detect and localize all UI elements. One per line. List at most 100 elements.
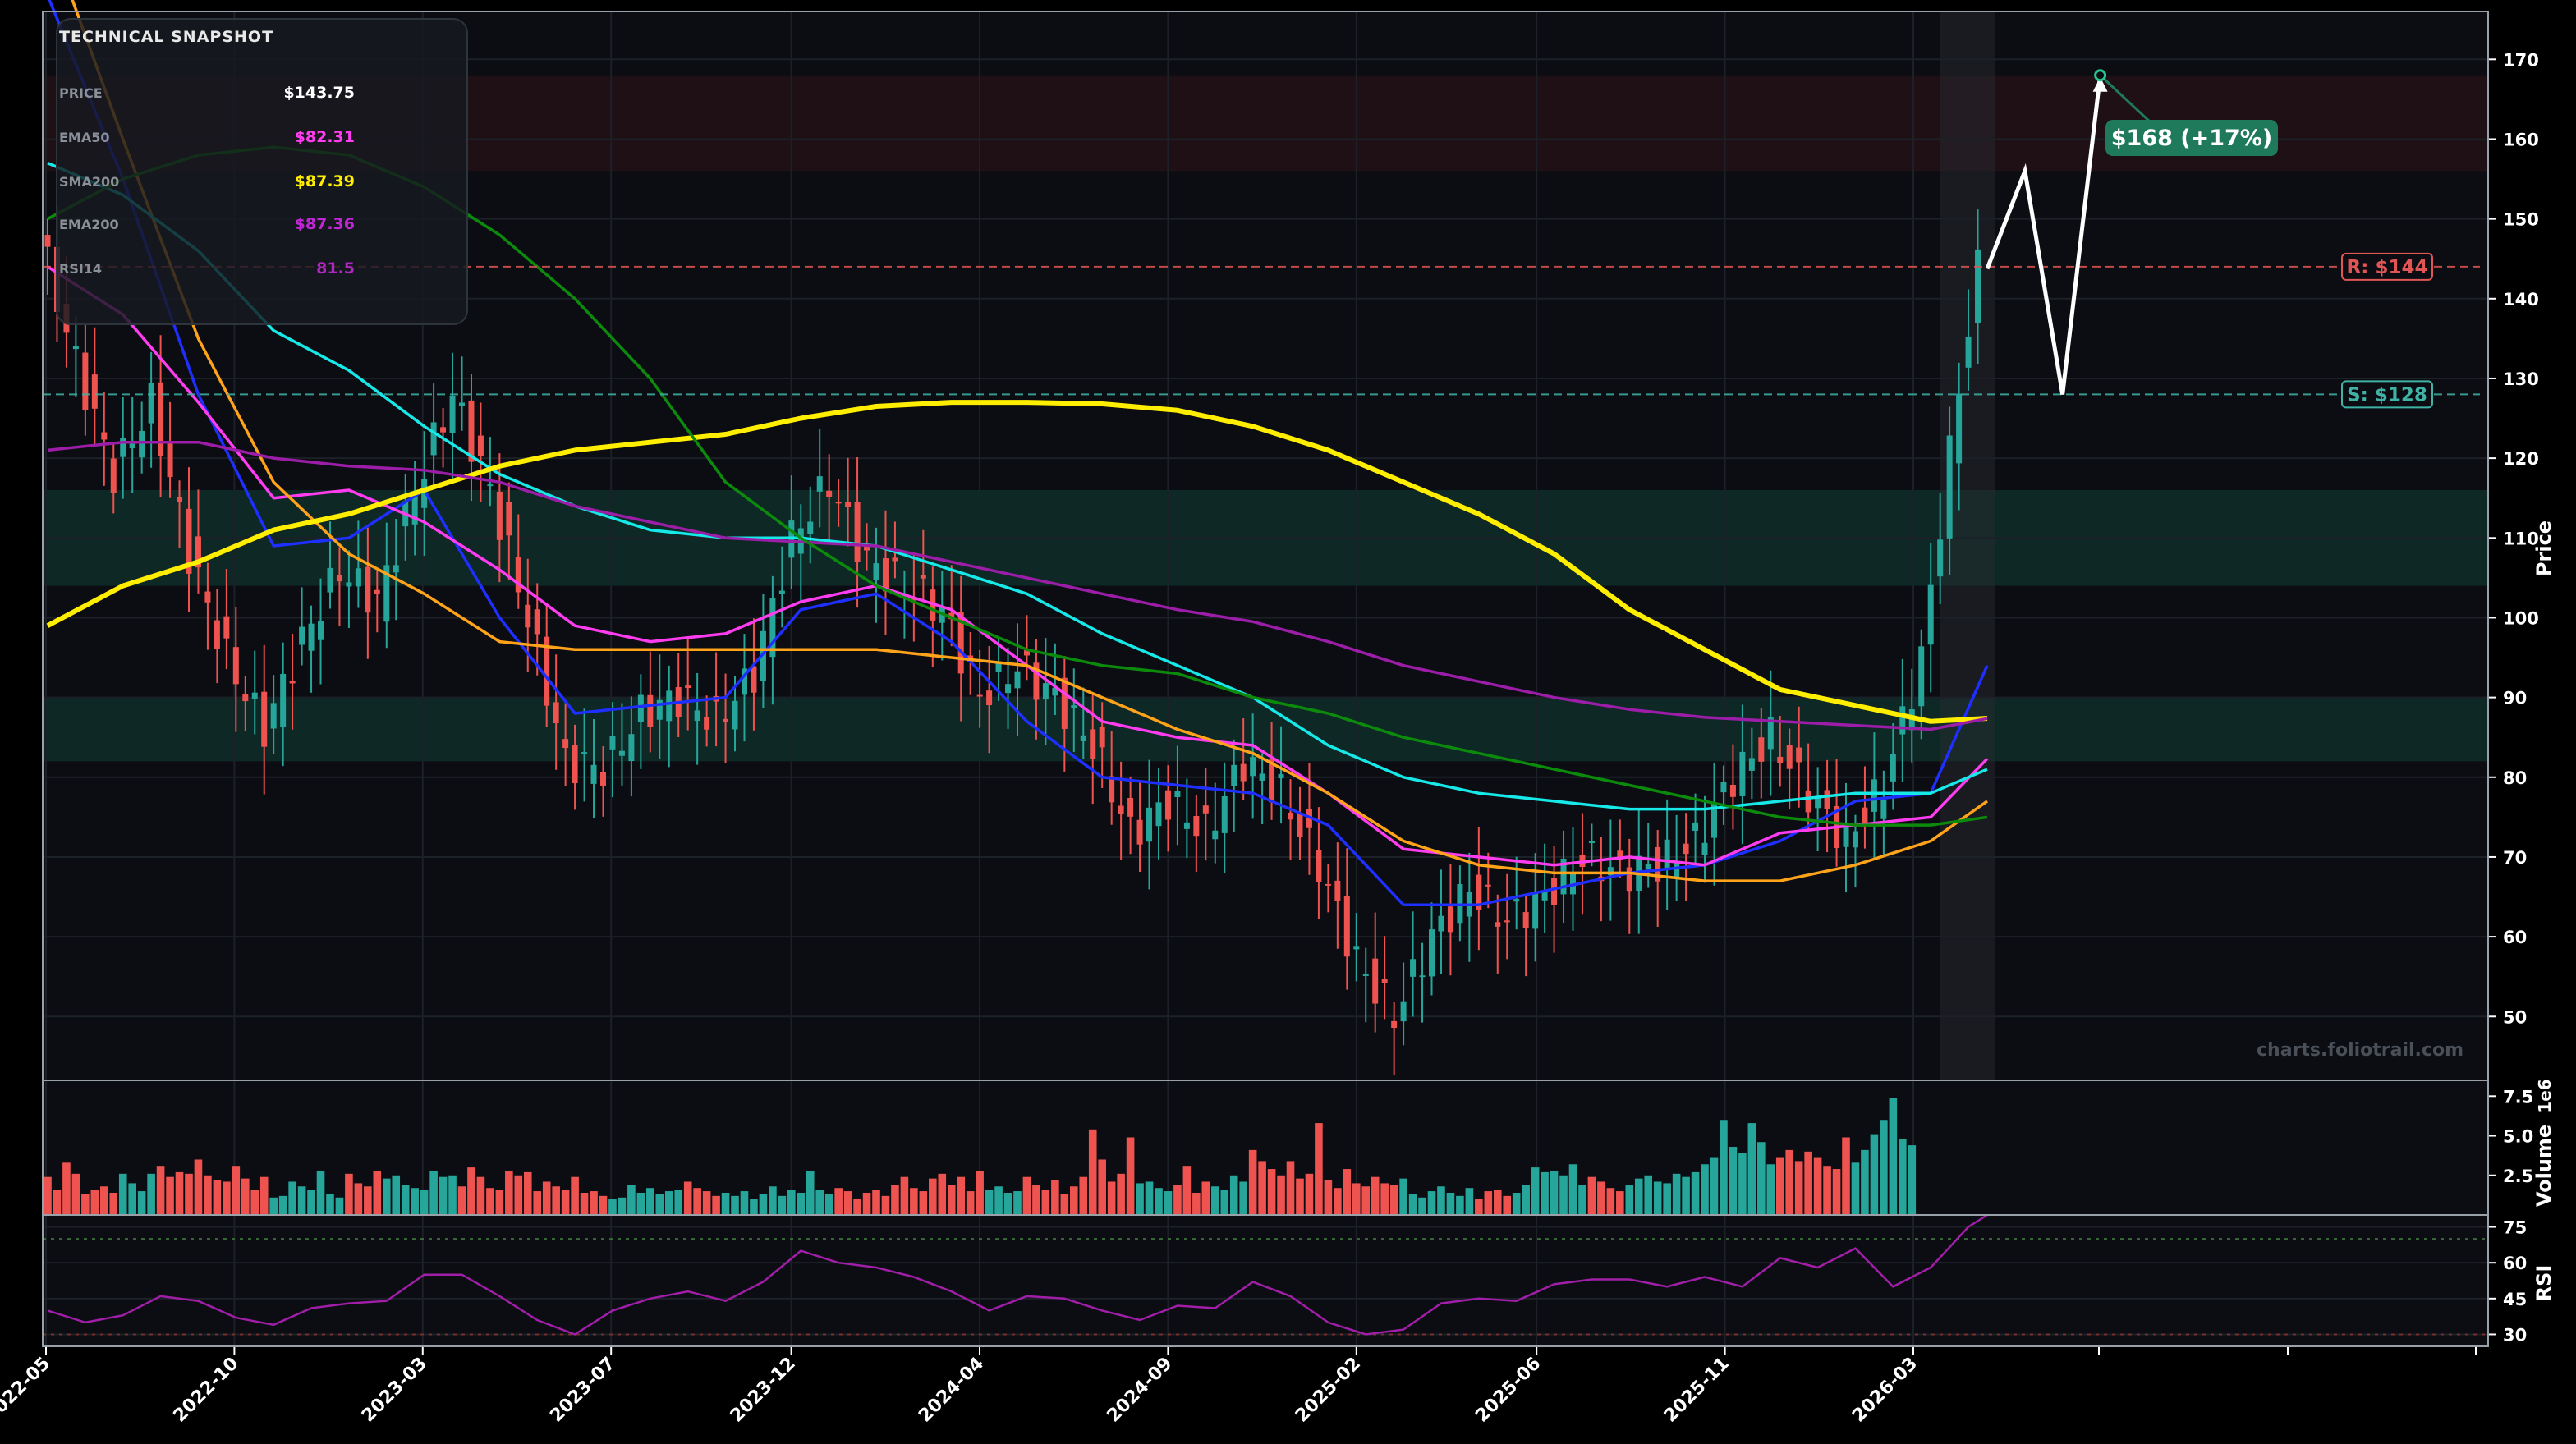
candle-body	[995, 662, 1002, 672]
series-line-sma100	[47, 161, 1988, 811]
volume-bar	[919, 1191, 928, 1215]
snapshot-value: $82.31	[294, 128, 355, 146]
volume-bar	[1832, 1169, 1841, 1215]
rsi-tick-label: 75	[2503, 1218, 2527, 1238]
candle-body	[1786, 745, 1793, 769]
volume-bar	[1861, 1149, 1869, 1215]
candle-body	[1419, 975, 1426, 978]
volume-bar	[345, 1173, 353, 1215]
snapshot-row-rsi14: RSI14 81.5	[59, 259, 355, 286]
candle-body	[1447, 906, 1453, 933]
candle-body	[1212, 830, 1219, 840]
candle-body	[1918, 646, 1925, 707]
watermark: charts.foliotrail.com	[2257, 1040, 2464, 1061]
volume-bar	[552, 1186, 560, 1215]
candle-body	[845, 502, 852, 507]
candle-body	[1269, 759, 1275, 803]
volume-bar	[1003, 1192, 1012, 1215]
volume-bar	[957, 1176, 966, 1215]
volume-bar	[1117, 1173, 1125, 1215]
candle-body	[732, 700, 738, 730]
candle-body	[1325, 883, 1331, 886]
candle-body	[195, 536, 201, 568]
volume-bar	[1484, 1191, 1493, 1215]
candle-body	[1231, 764, 1237, 786]
candle-body	[1109, 776, 1115, 803]
candle-body	[572, 745, 578, 784]
candle-body	[835, 502, 842, 504]
candle-body	[1429, 929, 1435, 977]
candle-body	[1815, 796, 1821, 809]
snapshot-row-price: PRICE $143.75	[59, 84, 355, 110]
support-label-box	[2341, 380, 2433, 409]
candle-body	[308, 623, 315, 651]
volume-bar	[90, 1190, 99, 1215]
candle-body	[760, 630, 766, 681]
volume-bar	[1578, 1185, 1586, 1215]
candle-body	[1674, 862, 1680, 878]
volume-bar	[175, 1171, 184, 1215]
candle-body	[1099, 726, 1105, 748]
volume-bar	[1522, 1185, 1530, 1215]
candle-body	[864, 547, 870, 551]
candle-body	[299, 626, 305, 645]
volume-bar	[542, 1181, 551, 1215]
volume-bar	[118, 1173, 127, 1215]
volume-bar	[702, 1191, 711, 1215]
candle-body	[1617, 850, 1623, 860]
candle-body	[873, 563, 879, 581]
volume-bar	[1889, 1098, 1898, 1215]
volume-bar	[316, 1170, 325, 1215]
series-line-sma50	[71, 0, 1989, 882]
volume-bar	[288, 1181, 296, 1215]
candle-body	[986, 690, 993, 706]
candle-body	[723, 718, 729, 722]
volume-bar	[467, 1167, 475, 1215]
candle-body	[148, 383, 154, 424]
candle-body	[468, 400, 475, 462]
candle-body	[920, 575, 926, 579]
volume-bar	[401, 1185, 410, 1215]
candle-body	[496, 491, 503, 540]
volume-bar	[448, 1175, 457, 1215]
candle-body	[1588, 841, 1595, 844]
price-tick-label: 110	[2503, 529, 2539, 548]
snapshot-label: SMA200	[59, 174, 120, 190]
volume-bar	[1625, 1185, 1634, 1215]
volume-bar	[1032, 1185, 1040, 1215]
volume-bar	[62, 1162, 71, 1215]
candle-body	[911, 598, 917, 601]
volume-bar	[759, 1194, 768, 1215]
candle-body	[449, 395, 456, 433]
candle-body	[1532, 892, 1539, 929]
candle-body	[1852, 831, 1858, 848]
snapshot-value: $143.75	[283, 84, 355, 102]
candle-body	[1560, 858, 1567, 895]
candle-body	[647, 694, 654, 728]
volume-bar	[1041, 1190, 1050, 1215]
candle-body	[1946, 435, 1953, 539]
volume-bar	[382, 1178, 391, 1215]
volume-bar	[872, 1190, 880, 1215]
candle-body	[223, 616, 230, 639]
candle-body	[1739, 751, 1746, 796]
candle-body	[477, 435, 484, 456]
volume-bar	[1757, 1142, 1766, 1215]
volume-bar	[1267, 1169, 1276, 1215]
candle-body	[232, 647, 239, 685]
candle-body	[948, 612, 955, 620]
candle-body	[374, 589, 380, 594]
candle-body	[892, 557, 898, 562]
volume-bar	[1145, 1181, 1154, 1215]
volume-bar	[900, 1176, 909, 1215]
candle-body	[957, 612, 964, 674]
projection-arrowhead	[2092, 76, 2108, 92]
candle-body	[618, 750, 625, 756]
volume-bar	[411, 1188, 419, 1215]
snapshot-row-sma200: SMA200 $87.39	[59, 172, 355, 199]
volume-bar	[1587, 1176, 1596, 1215]
candle-body	[158, 382, 164, 456]
candle-body	[383, 565, 390, 622]
candle-body	[1391, 1020, 1398, 1029]
volume-bar	[1173, 1185, 1182, 1215]
